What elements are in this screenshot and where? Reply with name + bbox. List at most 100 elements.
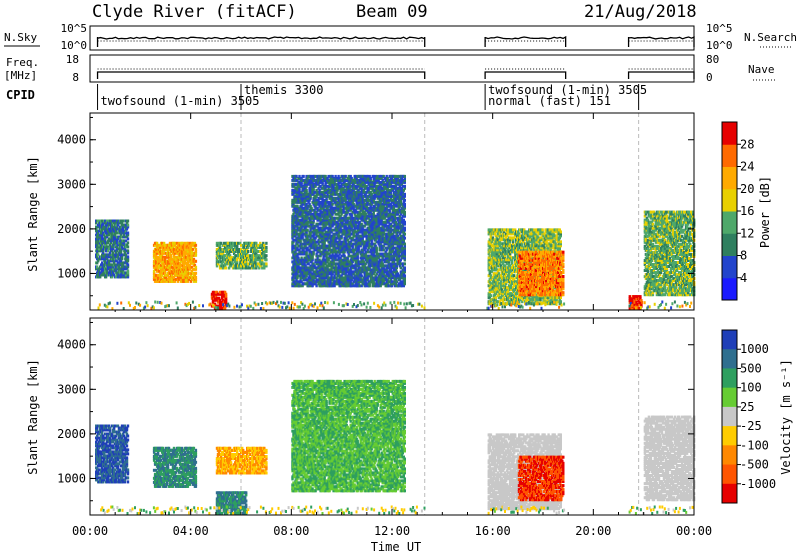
data-cell: [178, 249, 182, 253]
data-cell: [153, 243, 157, 247]
data-cell: [373, 262, 376, 266]
data-cell: [166, 245, 170, 249]
data-cell: [244, 256, 247, 260]
data-cell: [242, 254, 245, 258]
data-cell: [303, 262, 306, 266]
data-cell: [323, 276, 326, 280]
data-cell: [342, 204, 345, 208]
data-cell: [328, 210, 331, 214]
data-cell: [154, 255, 158, 259]
cpid-label: twofsound (1-min) 3505: [101, 94, 260, 108]
data-cell: [314, 248, 317, 252]
data-cell: [261, 260, 264, 264]
data-cell: [356, 258, 359, 262]
data-cell: [102, 223, 105, 227]
data-cell: [96, 257, 99, 261]
data-cell: [338, 276, 341, 280]
data-cell: [366, 248, 369, 252]
data-cell: [124, 245, 128, 249]
data-cell: [312, 176, 315, 180]
data-cell: [190, 257, 194, 261]
data-cell: [238, 264, 241, 268]
data-cell: [356, 256, 359, 260]
data-cell: [366, 206, 369, 210]
data-cell: [362, 218, 365, 222]
data-cell: [379, 234, 382, 238]
data-cell: [331, 202, 334, 206]
data-cell: [187, 243, 191, 247]
data-cell: [361, 208, 364, 212]
data-cell: [113, 233, 117, 237]
data-cell: [377, 242, 380, 246]
data-cell: [348, 186, 351, 190]
data-cell: [345, 242, 348, 246]
nave-label: Nave: [748, 63, 775, 76]
data-cell: [352, 202, 355, 206]
data-cell: [375, 206, 378, 210]
data-cell: [122, 235, 126, 239]
data-cell: [374, 268, 377, 272]
data-cell: [324, 248, 327, 252]
data-cell: [376, 200, 379, 204]
data-cell: [349, 280, 352, 284]
data-cell: [104, 269, 107, 273]
data-cell: [337, 256, 340, 260]
data-cell: [221, 260, 225, 264]
data-cell: [191, 277, 195, 281]
data-cell: [296, 242, 299, 246]
data-cell: [344, 268, 347, 272]
data-cell: [344, 230, 347, 234]
data-cell: [105, 263, 109, 267]
data-cell: [122, 241, 126, 245]
data-cell: [322, 206, 325, 210]
data-cell: [170, 277, 174, 281]
data-cell: [307, 182, 310, 186]
data-cell: [291, 284, 294, 288]
data-cell: [345, 206, 348, 210]
data-cell: [333, 250, 336, 254]
data-cell: [329, 226, 332, 230]
data-cell: [343, 254, 346, 258]
data-cell: [355, 200, 358, 204]
data-cell: [186, 279, 190, 283]
data-cell: [370, 244, 373, 248]
data-cell: [309, 270, 312, 274]
data-cell: [102, 269, 105, 273]
data-cell: [368, 264, 371, 268]
data-cell: [122, 273, 126, 277]
data-cell: [347, 268, 350, 272]
data-cell: [247, 264, 250, 268]
data-cell: [379, 278, 382, 282]
data-cell: [333, 180, 336, 184]
data-cell: [291, 282, 294, 286]
data-cell: [220, 254, 224, 258]
data-cell: [361, 238, 364, 242]
data-cell: [306, 222, 309, 226]
data-cell: [310, 212, 313, 216]
data-cell: [319, 178, 322, 182]
data-cell: [159, 267, 163, 271]
data-cell: [331, 192, 334, 196]
data-cell: [299, 278, 302, 282]
data-cell: [375, 194, 378, 198]
data-cell: [350, 284, 353, 288]
data-cell: [350, 214, 353, 218]
data-cell: [119, 275, 123, 279]
data-cell: [98, 249, 101, 253]
data-cell: [96, 251, 99, 255]
data-cell: [375, 250, 378, 254]
data-cell: [374, 174, 377, 178]
data-cell: [357, 282, 360, 286]
data-cell: [256, 264, 259, 268]
station-title: Clyde River (fitACF): [92, 2, 297, 22]
data-cell: [323, 238, 326, 242]
data-cell: [224, 292, 228, 296]
data-cell: [194, 267, 198, 271]
data-cell: [342, 182, 345, 186]
data-cell: [348, 234, 351, 238]
data-cell: [297, 256, 300, 260]
data-cell: [182, 273, 186, 277]
data-cell: [335, 230, 338, 234]
data-cell: [179, 247, 183, 251]
